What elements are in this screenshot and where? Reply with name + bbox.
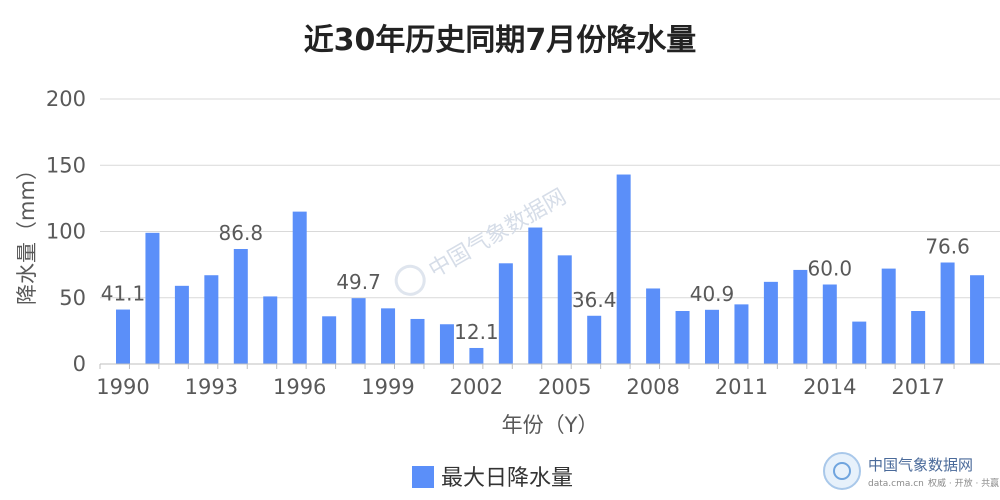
y-tick-label: 50 [59,286,86,310]
brand-logo: 中国气象数据网 data.cma.cn 权威 · 开放 · 共赢 [823,452,999,490]
data-label-2002: 12.1 [454,320,499,344]
data-label-1994: 86.8 [219,221,264,245]
bar-2003 [498,263,513,364]
legend-swatch [412,466,434,488]
bar-1999 [381,308,396,364]
watermark: 中国气象数据网 [394,185,571,296]
chart-title: 近30年历史同期7月份降水量 [304,23,697,58]
data-label-2010: 40.9 [690,282,735,306]
brand-name: 中国气象数据网 [868,456,973,474]
bar-2011 [734,304,749,364]
x-tick-label: 2008 [626,375,679,399]
bar-2013 [793,269,808,364]
brand-url: data.cma.cn [868,479,924,489]
bar-2016 [881,268,896,364]
bar-2001 [439,324,454,364]
y-axis-title: 降水量（mm） [15,159,39,305]
x-tick-label: 2002 [450,375,503,399]
gridlines [100,98,1000,299]
brand-slogan: 权威 · 开放 · 共赢 [928,477,999,489]
data-label-2018: 76.6 [925,235,970,259]
data-label-2014: 60.0 [808,257,853,281]
bar-1993 [204,275,219,364]
data-labels: 41.1 86.8 49.7 12.1 36.4 40.9 60.0 76.6 [101,221,970,344]
y-tick-label: 0 [73,352,86,376]
y-tick-label: 100 [46,220,86,244]
y-tick-label: 200 [46,87,86,111]
x-tick-label: 2017 [891,375,944,399]
x-tick-label: 2011 [715,375,768,399]
bar-2012 [763,281,778,364]
bar-1992 [174,285,189,364]
data-label-2006: 36.4 [572,288,617,312]
x-tick-label: 1993 [185,375,238,399]
bar-2008 [646,288,661,364]
data-label-1990: 41.1 [101,282,146,306]
bar-1990 [116,309,130,364]
x-tick-label: 1990 [96,375,149,399]
bar-2009 [675,311,690,364]
watermark-logo-icon [394,264,426,296]
bar-2014 [822,284,837,364]
y-tick-label: 150 [46,153,86,177]
bar-2017 [911,311,926,364]
bar-2018 [940,262,955,364]
legend-label: 最大日降水量 [441,466,573,491]
x-axis-title: 年份（Y） [502,413,599,437]
bar-2015 [852,321,867,364]
watermark-text: 中国气象数据网 [425,185,571,284]
bar-2005 [557,255,572,364]
bar-1996 [292,211,307,364]
x-tick-label: 2014 [803,375,856,399]
y-axis-ticks: 0 50 100 150 200 [46,87,86,376]
x-tick-label: 1996 [273,375,326,399]
bar-2007 [616,174,631,364]
bar-2002 [469,347,484,364]
bar-2019 [970,275,985,364]
x-tick-label: 1999 [361,375,414,399]
bar-2004 [528,227,543,364]
bar-1991 [145,232,160,364]
bar-2000 [410,318,425,364]
bar-1998 [351,298,366,364]
bar-1997 [322,316,337,364]
x-axis-ticks: 1990 1993 1996 1999 2002 2005 2008 2011 2014 2017 [96,364,955,399]
brand-logo-icon [823,452,861,490]
x-tick-label: 2005 [538,375,591,399]
bar-2006 [587,315,602,364]
bars [116,174,985,364]
data-label-1998: 49.7 [336,270,381,294]
legend: 最大日降水量 [412,466,573,491]
bar-1994 [233,248,248,364]
brand-logo-inner-icon [833,462,851,480]
bar-2010 [705,309,719,364]
bar-1995 [263,296,278,364]
